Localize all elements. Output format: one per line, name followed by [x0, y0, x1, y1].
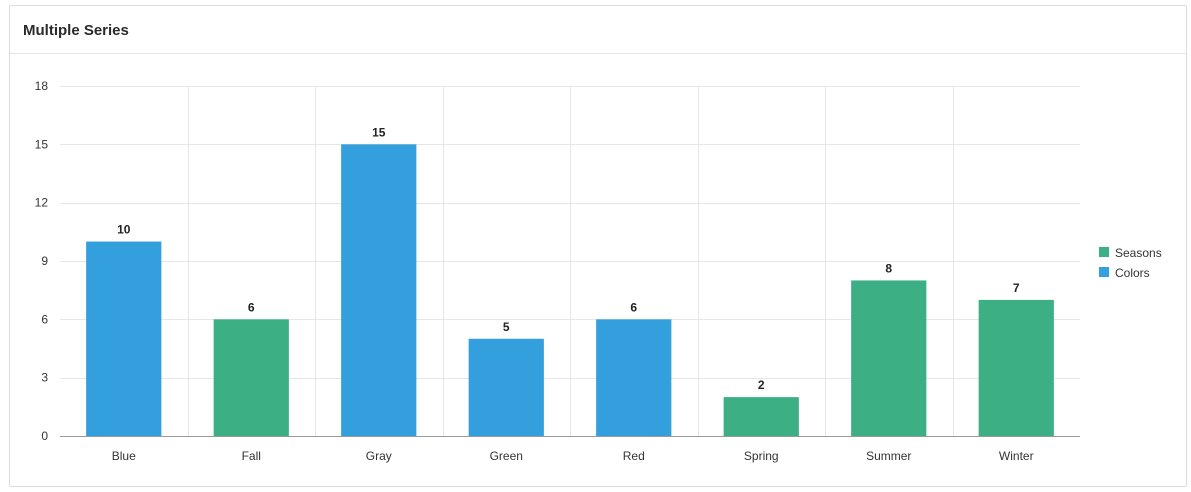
- data-labels: 10 6 15 5 6 2 8 7: [117, 125, 1020, 392]
- bar-red[interactable]: [596, 319, 672, 436]
- y-tick-label: 0: [41, 429, 48, 443]
- data-label-winter: 7: [1013, 281, 1020, 295]
- y-tick-label: 18: [35, 79, 49, 93]
- data-label-gray: 15: [372, 125, 386, 139]
- legend-label: Seasons: [1115, 246, 1162, 260]
- bar-winter[interactable]: [978, 299, 1054, 436]
- data-label-green: 5: [503, 320, 510, 334]
- grid-lines: [60, 86, 1080, 436]
- y-tick-label: 3: [41, 371, 48, 385]
- x-tick-label: Blue: [112, 449, 136, 463]
- bar-fall[interactable]: [213, 319, 289, 436]
- data-label-blue: 10: [117, 223, 131, 237]
- legend-item-colors[interactable]: Colors: [1099, 266, 1150, 280]
- y-tick-label: 12: [35, 196, 49, 210]
- x-tick-label: Spring: [744, 449, 779, 463]
- axes: 0 3 6 9 12 15 18 Blue Fall Gray Green Red Spring Summ…: [35, 79, 1080, 463]
- legend: Seasons Colors: [1099, 246, 1162, 280]
- x-tick-label: Winter: [999, 449, 1034, 463]
- y-tick-label: 15: [35, 137, 49, 151]
- bar-blue[interactable]: [86, 241, 162, 436]
- data-label-fall: 6: [248, 300, 255, 314]
- legend-label: Colors: [1115, 266, 1150, 280]
- x-tick-label: Red: [623, 449, 645, 463]
- x-tick-label: Green: [490, 449, 523, 463]
- data-label-red: 6: [630, 300, 637, 314]
- legend-swatch: [1099, 267, 1109, 277]
- bar-gray[interactable]: [341, 144, 417, 437]
- data-label-spring: 2: [758, 378, 765, 392]
- bar-summer[interactable]: [851, 280, 927, 436]
- data-label-summer: 8: [885, 261, 892, 275]
- legend-swatch: [1099, 247, 1109, 257]
- bars: [86, 144, 1054, 437]
- legend-item-seasons[interactable]: Seasons: [1099, 246, 1162, 260]
- x-tick-label: Fall: [242, 449, 261, 463]
- panel-title: Multiple Series: [23, 22, 129, 39]
- panel-header: Multiple Series: [10, 6, 1186, 54]
- x-tick-label: Summer: [866, 449, 911, 463]
- y-tick-label: 9: [41, 254, 48, 268]
- y-tick-label: 6: [41, 312, 48, 326]
- x-tick-label: Gray: [366, 449, 392, 463]
- bar-spring[interactable]: [723, 397, 799, 436]
- bar-green[interactable]: [468, 338, 544, 436]
